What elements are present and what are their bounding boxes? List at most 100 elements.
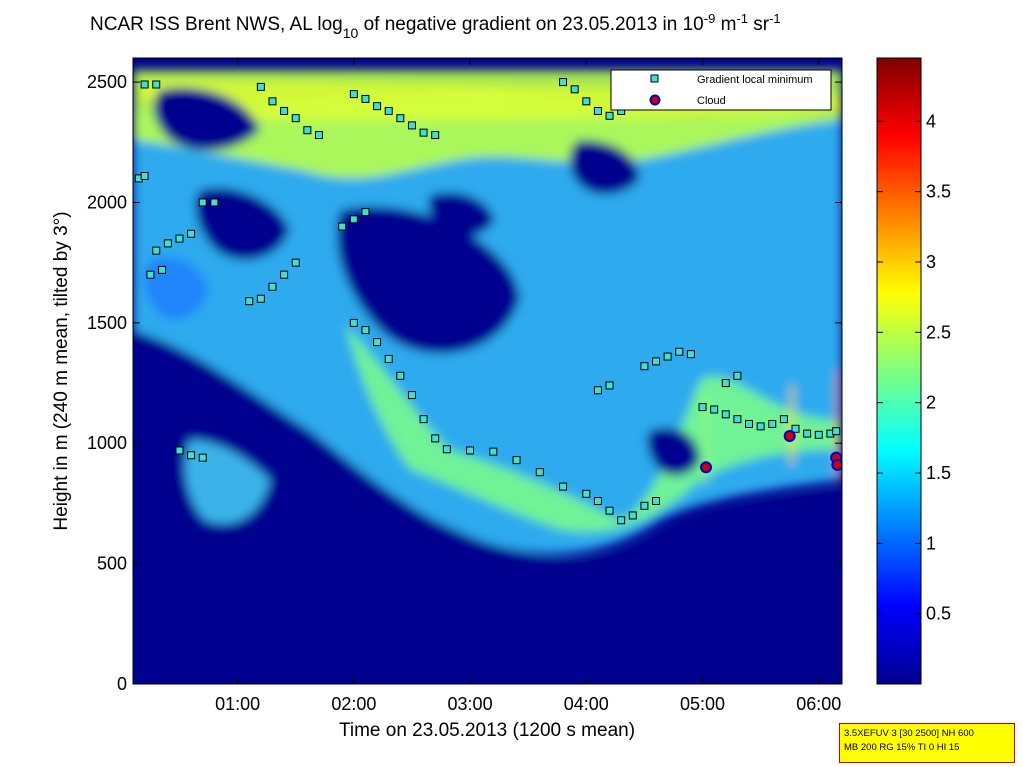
colorbar-tick-label: 1 bbox=[926, 533, 936, 553]
gradient-minimum-point bbox=[140, 80, 149, 89]
gradient-minimum-point bbox=[745, 419, 754, 428]
gradient-minimum-point bbox=[535, 468, 544, 477]
cloud-point bbox=[831, 458, 842, 471]
gradient-minimum-point bbox=[268, 282, 277, 291]
gradient-minimum-point bbox=[803, 429, 812, 438]
y-tick-label: 2000 bbox=[87, 192, 127, 212]
gradient-minimum-point bbox=[733, 371, 742, 380]
gradient-minimum-point bbox=[361, 94, 370, 103]
gradient-minimum-point bbox=[338, 222, 347, 231]
colorbar-tick-label: 4 bbox=[926, 111, 936, 131]
gradient-minimum-point bbox=[419, 128, 428, 137]
gradient-minimum-point bbox=[349, 215, 358, 224]
gradient-minimum-point bbox=[593, 386, 602, 395]
gradient-minimum-point bbox=[140, 171, 149, 180]
y-tick-label: 500 bbox=[97, 554, 127, 574]
gradient-minimum-point bbox=[314, 131, 323, 140]
gradient-minimum-point bbox=[431, 131, 440, 140]
gradient-minimum-point bbox=[407, 391, 416, 400]
legend-box bbox=[610, 69, 832, 111]
plot-frame bbox=[132, 57, 843, 685]
gradient-minimum-point bbox=[582, 97, 591, 106]
gradient-minimum-point bbox=[349, 318, 358, 327]
gradient-minimum-point bbox=[373, 102, 382, 111]
gradient-minimum-point bbox=[152, 246, 161, 255]
gradient-minimum-point bbox=[268, 97, 277, 106]
gradient-minimum-point bbox=[593, 106, 602, 115]
gradient-minimum-point bbox=[280, 106, 289, 115]
gradient-minimum-point bbox=[210, 198, 219, 207]
gradient-minimum-point bbox=[605, 381, 614, 390]
gradient-minimum-point bbox=[198, 453, 207, 462]
gradient-minimum-point bbox=[640, 501, 649, 510]
y-tick-label: 2500 bbox=[87, 72, 127, 92]
legend: Gradient local minimum Cloud bbox=[610, 69, 832, 111]
gradient-minimum-point bbox=[291, 114, 300, 123]
gradient-minimum-point bbox=[779, 415, 788, 424]
cloud-point bbox=[783, 430, 796, 443]
gradient-minimum-point bbox=[593, 497, 602, 506]
gradient-minimum-point bbox=[559, 78, 568, 87]
y-axis-label: Height in m (240 m mean, tilted by 3°) bbox=[51, 211, 72, 530]
legend-marker-gradient bbox=[650, 74, 659, 83]
legend-marker-cloud bbox=[649, 94, 661, 106]
gradient-minimum-point bbox=[698, 403, 707, 412]
gradient-minimum-point bbox=[605, 506, 614, 515]
gradient-minimum-point bbox=[280, 270, 289, 279]
gradient-minimum-point bbox=[175, 446, 184, 455]
gradient-minimum-point bbox=[431, 434, 440, 443]
legend-label-gradient: Gradient local minimum bbox=[697, 74, 813, 86]
x-tick-label: 04:00 bbox=[564, 694, 609, 714]
x-axis-label: Time on 23.05.2013 (1200 s mean) bbox=[339, 720, 635, 741]
x-tick-label: 01:00 bbox=[215, 694, 260, 714]
colorbar-tick-label: 2.5 bbox=[926, 322, 951, 342]
gradient-minimum-point bbox=[175, 234, 184, 243]
gradient-minimum-point bbox=[733, 415, 742, 424]
gradient-minimum-point bbox=[384, 106, 393, 115]
colorbar-tick-label: 3.5 bbox=[926, 182, 951, 202]
gradient-minimum-point bbox=[628, 511, 637, 520]
y-tick-label: 1500 bbox=[87, 313, 127, 333]
gradient-minimum-point bbox=[303, 126, 312, 135]
gradient-minimum-point bbox=[163, 239, 172, 248]
gradient-minimum-point bbox=[419, 415, 428, 424]
gradient-minimum-point bbox=[407, 121, 416, 130]
colorbar-tick-label: 3 bbox=[926, 252, 936, 272]
gradient-minimum-point bbox=[570, 85, 579, 94]
gradient-minimum-point bbox=[652, 497, 661, 506]
gradient-minimum-point bbox=[158, 265, 167, 274]
gradient-minimum-point bbox=[605, 111, 614, 120]
y-tick-label: 1000 bbox=[87, 433, 127, 453]
gradient-minimum-point bbox=[768, 419, 777, 428]
gradient-minimum-point bbox=[617, 516, 626, 525]
gradient-minimum-point bbox=[791, 424, 800, 433]
gradient-minimum-point bbox=[756, 422, 765, 431]
cloud-point bbox=[700, 461, 713, 474]
gradient-minimum-point bbox=[721, 379, 730, 388]
chart-title: NCAR ISS Brent NWS, AL log10 of negative… bbox=[90, 11, 781, 42]
gradient-minimum-point bbox=[256, 82, 265, 91]
gradient-minimum-point bbox=[187, 229, 196, 238]
colorbar bbox=[876, 57, 922, 685]
gradient-minimum-point bbox=[652, 357, 661, 366]
gradient-minimum-point bbox=[582, 489, 591, 498]
gradient-minimum-point bbox=[187, 451, 196, 460]
gradient-minimum-point bbox=[198, 198, 207, 207]
gradient-minimum-point bbox=[640, 362, 649, 371]
gradient-minimum-point bbox=[256, 294, 265, 303]
gradient-minimum-point bbox=[710, 405, 719, 414]
gradient-minimum-point bbox=[512, 456, 521, 465]
gradient-minimum-point bbox=[559, 482, 568, 491]
x-tick-label: 03:00 bbox=[448, 694, 493, 714]
legend-label-cloud: Cloud bbox=[697, 95, 726, 107]
x-axis: 01:00 02:00 03:00 04:00 05:00 06:00 bbox=[215, 58, 841, 714]
gradient-minimum-point bbox=[361, 326, 370, 335]
gradient-minimum-point bbox=[146, 270, 155, 279]
gradient-minimum-point bbox=[245, 297, 254, 306]
x-tick-label: 05:00 bbox=[680, 694, 725, 714]
gradient-minimum-point bbox=[349, 90, 358, 99]
x-tick-label: 02:00 bbox=[331, 694, 376, 714]
gradient-minimum-point bbox=[832, 427, 841, 436]
gradient-minimum-point bbox=[442, 445, 451, 454]
